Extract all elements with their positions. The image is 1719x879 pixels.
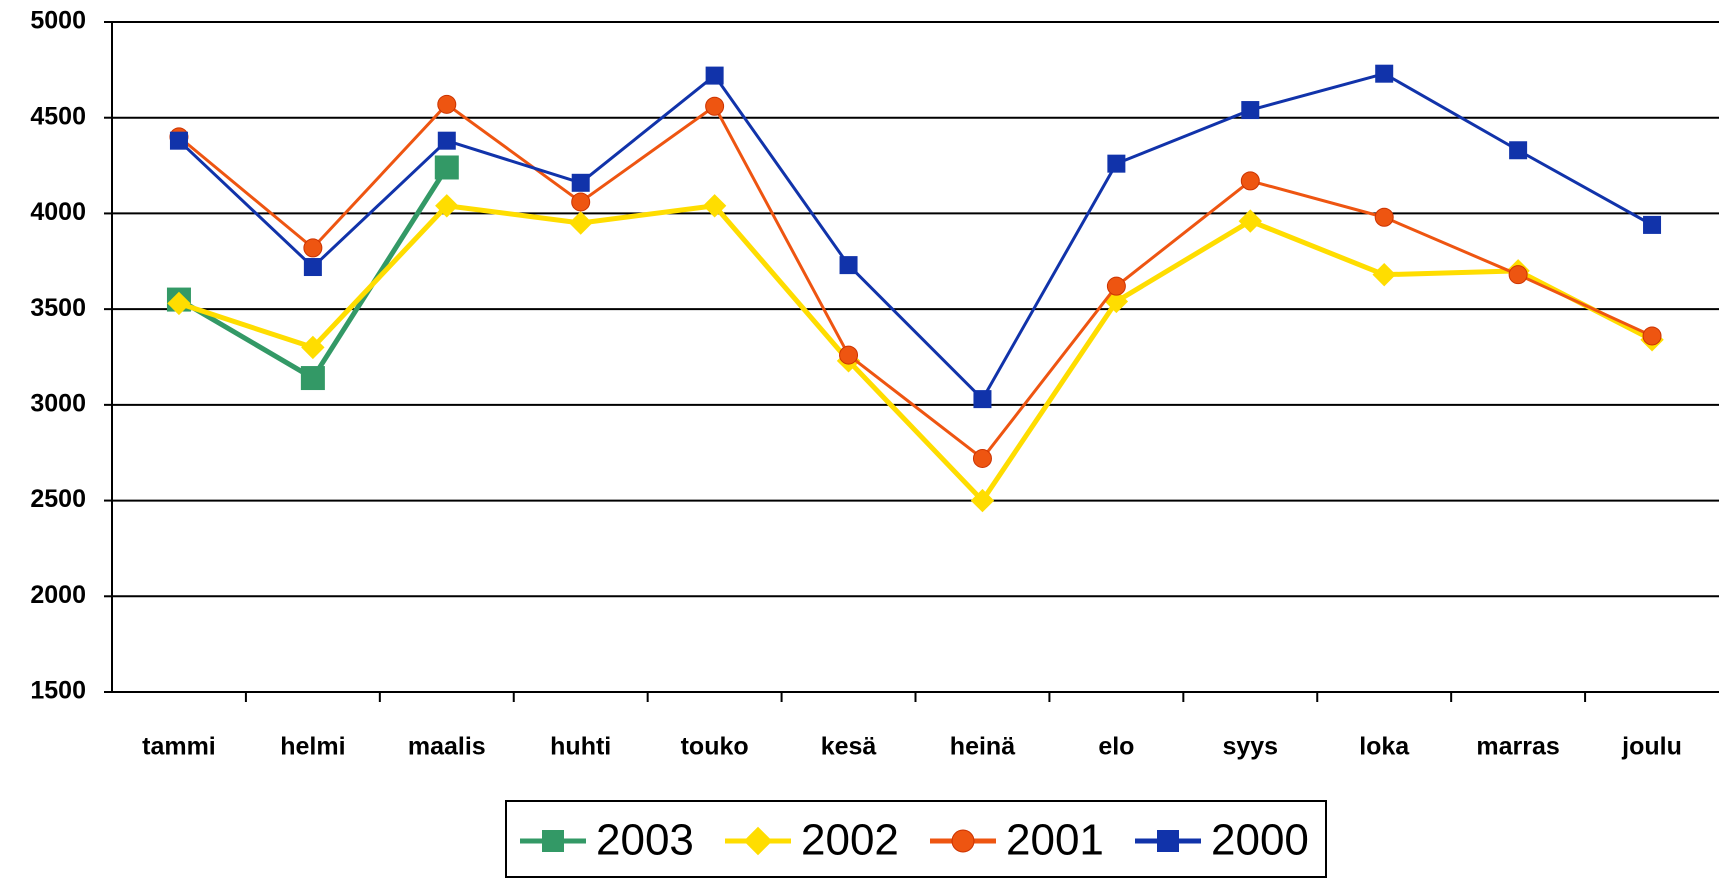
x-tick-label: elo xyxy=(1098,733,1134,761)
data-point xyxy=(972,448,992,468)
data-point xyxy=(1372,262,1396,287)
data-point xyxy=(1238,209,1262,233)
data-point xyxy=(702,194,727,218)
data-point xyxy=(1643,215,1662,234)
data-point xyxy=(571,173,590,192)
data-point xyxy=(301,335,325,360)
data-point xyxy=(1508,265,1528,285)
data-point xyxy=(167,291,191,316)
legend-label: 2002 xyxy=(801,816,899,865)
series-line xyxy=(177,72,1653,401)
y-tick-label: 4500 xyxy=(30,102,86,130)
legend-marker xyxy=(542,830,564,852)
legend-label: 2003 xyxy=(596,816,694,865)
x-tick-label: heinä xyxy=(950,733,1015,761)
data-point xyxy=(437,131,456,150)
x-tick-label: huhti xyxy=(550,733,611,761)
data-point xyxy=(1374,207,1394,227)
data-point xyxy=(569,211,593,235)
series-line xyxy=(178,102,1653,460)
y-tick-label: 5000 xyxy=(30,7,86,35)
series-line xyxy=(178,203,1654,504)
data-point xyxy=(1241,101,1260,120)
x-tick-label: helmi xyxy=(280,733,345,761)
data-point xyxy=(571,192,591,212)
y-tick-label: 2500 xyxy=(30,485,86,513)
data-point xyxy=(169,131,188,150)
data-point xyxy=(303,238,323,258)
x-tick-label: touko xyxy=(681,733,749,761)
data-point xyxy=(839,345,859,365)
data-point xyxy=(970,488,995,513)
data-point xyxy=(1106,276,1126,296)
data-point xyxy=(435,194,459,218)
data-point xyxy=(973,390,992,409)
data-point xyxy=(1642,326,1662,346)
legend-marker xyxy=(743,826,773,856)
y-tick-label: 3500 xyxy=(30,294,86,322)
x-tick-label: maalis xyxy=(408,733,486,761)
legend-marker xyxy=(951,829,975,853)
x-tick-label: joulu xyxy=(1621,733,1682,761)
data-point xyxy=(839,256,858,275)
y-tick-label: 1500 xyxy=(30,677,86,705)
data-point xyxy=(303,258,322,277)
data-point xyxy=(1375,64,1394,83)
y-tick-label: 2000 xyxy=(30,581,86,609)
legend-label: 2001 xyxy=(1006,816,1104,865)
data-point xyxy=(1107,154,1126,173)
data-point xyxy=(705,66,724,85)
legend-label: 2000 xyxy=(1211,816,1309,865)
x-tick-label: tammi xyxy=(142,733,216,761)
data-point xyxy=(1240,171,1260,191)
y-tick-label: 3000 xyxy=(30,389,86,417)
data-point xyxy=(705,96,725,116)
y-tick-label: 4000 xyxy=(30,198,86,226)
x-tick-label: marras xyxy=(1476,733,1559,761)
legend-marker xyxy=(1157,830,1179,852)
data-point xyxy=(1509,141,1528,160)
x-tick-label: loka xyxy=(1359,733,1410,761)
x-tick-label: kesä xyxy=(821,733,877,761)
data-point xyxy=(437,94,457,114)
data-point xyxy=(300,366,325,391)
data-point xyxy=(434,155,459,180)
x-tick-label: syys xyxy=(1222,733,1278,761)
